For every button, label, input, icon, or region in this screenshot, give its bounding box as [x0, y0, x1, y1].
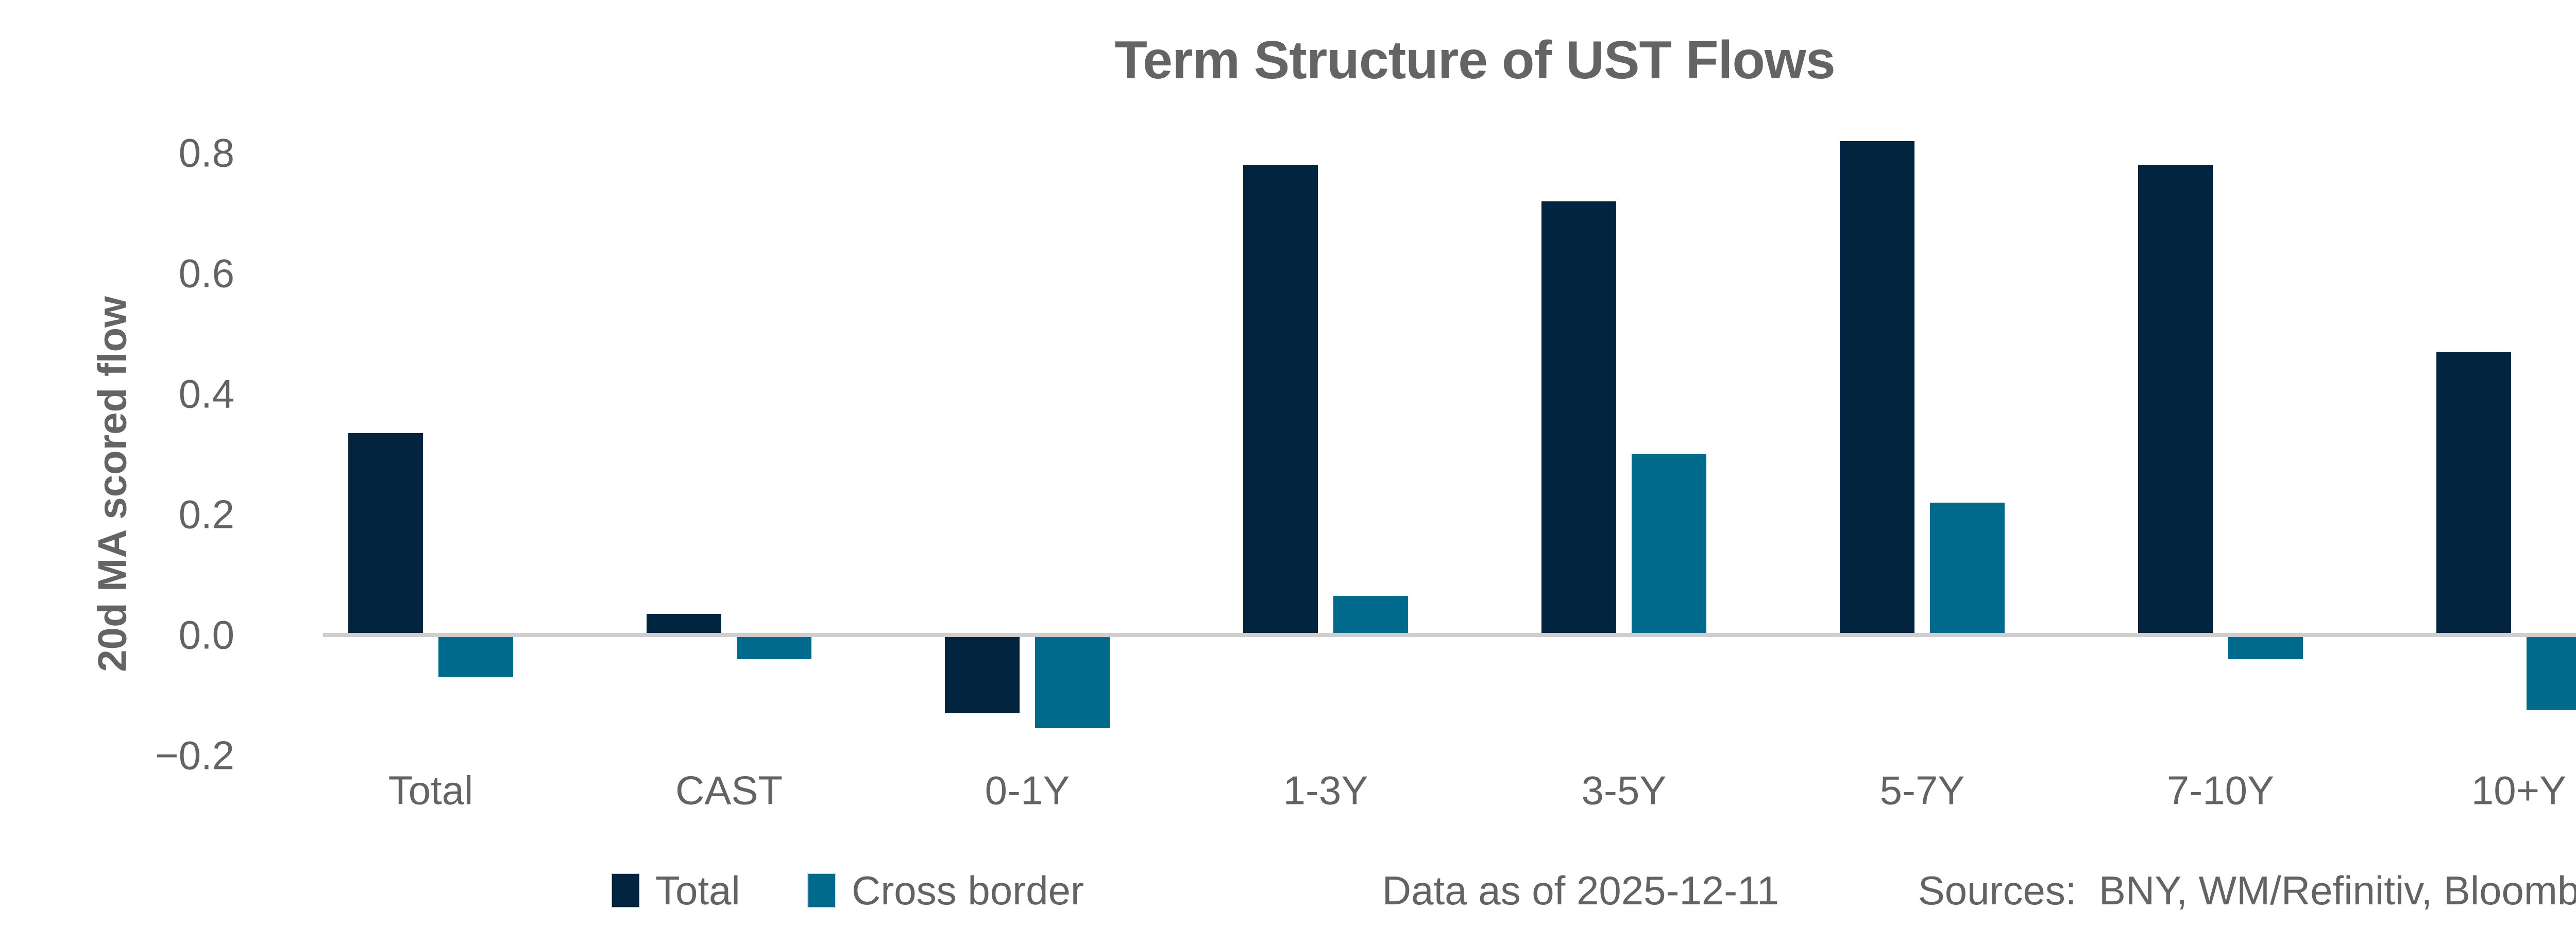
legend-label-cross-border: Cross border: [852, 867, 1084, 913]
y-tick-label: 0.4: [178, 371, 234, 417]
bar-total-3-5y: [1541, 201, 1616, 635]
bar-cross-border-1-3y: [1333, 595, 1408, 635]
legend-label-total: Total: [655, 867, 740, 913]
bar-total-total: [348, 433, 423, 635]
bar-total-1-3y: [1243, 165, 1318, 635]
x-tick-label-3-5y: 3-5Y: [1581, 767, 1667, 813]
bar-cross-border-10+y: [2527, 635, 2576, 711]
y-tick-label: −0.2: [155, 732, 234, 778]
legend-item-cross-border: Cross border: [807, 868, 1084, 913]
bar-cross-border-0-1y: [1035, 635, 1110, 729]
y-tick-label: 0.6: [178, 250, 234, 296]
x-tick-label-7-10y: 7-10Y: [2166, 767, 2275, 813]
bar-total-cast: [647, 614, 721, 635]
data-as-of-note: Data as of 2025-12-11: [1382, 867, 1780, 913]
chart-title: Term Structure of UST Flows: [1114, 30, 1835, 90]
legend-swatch-total: [611, 873, 640, 908]
zero-baseline: [323, 633, 2576, 637]
x-tick-label-total: Total: [388, 767, 473, 813]
x-tick-label-5-7y: 5-7Y: [1879, 767, 1965, 813]
y-tick-label: 0.0: [178, 612, 234, 658]
bar-cross-border-3-5y: [1632, 454, 1706, 635]
bar-cross-border-cast: [737, 635, 811, 659]
bar-total-10+y: [2436, 352, 2511, 635]
bar-total-7-10y: [2138, 165, 2213, 635]
bar-cross-border-5-7y: [1930, 502, 2005, 635]
bar-total-0-1y: [945, 635, 1020, 714]
x-tick-label-cast: CAST: [675, 767, 783, 813]
bar-total-5-7y: [1840, 141, 1914, 635]
sources-note: Sources: BNY, WM/Refinitiv, Bloomberg: [1918, 867, 2576, 913]
x-tick-label-10+y: 10+Y: [2471, 767, 2567, 813]
x-tick-label-1-3y: 1-3Y: [1283, 767, 1368, 813]
y-tick-label: 0.8: [178, 130, 234, 176]
legend-swatch-cross-border: [807, 873, 836, 908]
plot-area: [323, 0, 2576, 927]
y-tick-label: 0.2: [178, 491, 234, 537]
x-tick-label-0-1y: 0-1Y: [985, 767, 1070, 813]
bar-cross-border-7-10y: [2228, 635, 2303, 659]
legend-item-total: Total: [611, 868, 740, 913]
bar-cross-border-total: [438, 635, 513, 677]
